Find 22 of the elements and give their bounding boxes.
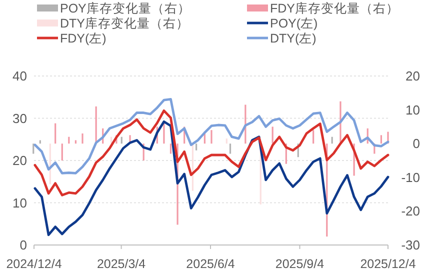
x-tick-label: 2025/9/4 [275,257,324,271]
legend-label: POY(左) [270,16,318,30]
legend-label: DTY库存变化量（右） [60,16,189,30]
y2-tick-label: -10 [401,170,420,185]
y-tick-label: 10 [12,195,27,210]
y2-tick-label: 0 [412,136,420,152]
y2-tick-label: 10 [406,102,420,118]
y2-tick-label: 20 [406,68,420,84]
y-tick-label: 20 [12,153,27,168]
legend-label: FDY(左) [60,32,106,46]
x-tick-label: 2025/3/4 [96,257,146,271]
y-tick-label: 40 [12,68,27,84]
x-tick-label: 2025/6/4 [186,257,235,271]
y2-tick-label: -20 [401,204,420,219]
legend-label: FDY库存变化量（右） [270,2,399,16]
legend-label: POY库存变化量（右） [60,2,190,16]
y-tick-label: 0 [20,238,27,252]
y-tick-label: 30 [12,110,27,126]
x-tick-label: 2024/12/4 [6,257,62,271]
y2-tick-label: -30 [401,238,420,252]
legend-label: DTY(左) [270,32,316,46]
x-tick-label: 2025/12/4 [360,257,416,271]
